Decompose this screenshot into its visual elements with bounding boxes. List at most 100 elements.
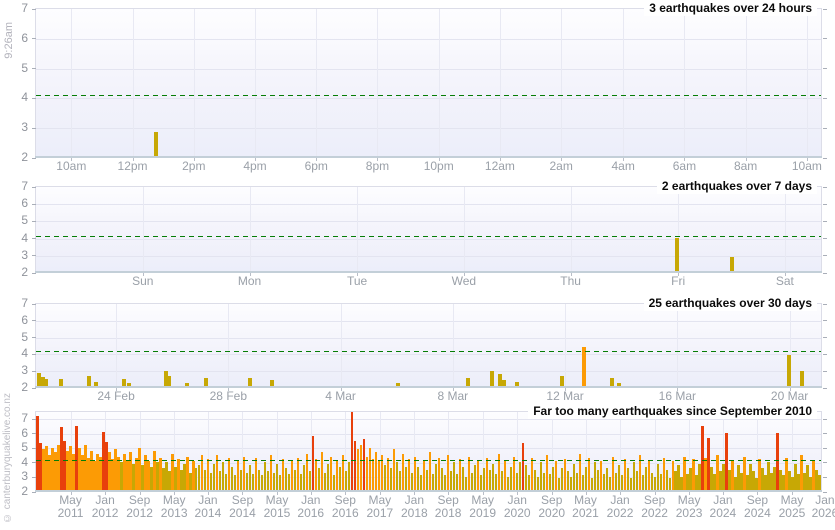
earthquake-bar[interactable] (413, 456, 417, 490)
earthquake-bar[interactable] (761, 468, 764, 490)
earthquake-bar[interactable] (629, 478, 632, 490)
earthquake-bar[interactable] (293, 469, 297, 490)
earthquake-bar[interactable] (512, 456, 516, 490)
earthquake-bar[interactable] (347, 462, 351, 490)
earthquake-bar[interactable] (234, 475, 237, 490)
earthquake-bar[interactable] (452, 462, 456, 490)
earthquake-bar[interactable] (135, 458, 138, 490)
earthquake-bar[interactable] (773, 466, 776, 490)
earthquake-bar[interactable] (488, 469, 492, 490)
earthquake-bar[interactable] (416, 466, 420, 490)
earthquake-bar[interactable] (614, 472, 617, 490)
earthquake-bar[interactable] (87, 458, 90, 490)
earthquake-bar[interactable] (159, 458, 162, 490)
earthquake-bar[interactable] (671, 460, 674, 490)
earthquake-bar[interactable] (374, 452, 378, 490)
earthquake-bar[interactable] (210, 472, 213, 490)
earthquake-bar[interactable] (653, 476, 656, 490)
earthquake-bar[interactable] (335, 460, 339, 490)
earthquake-bar[interactable] (695, 475, 698, 490)
earthquake-bar[interactable] (428, 452, 432, 490)
earthquake-bar[interactable] (111, 459, 114, 490)
earthquake-bar[interactable] (147, 460, 150, 490)
earthquake-bar[interactable] (120, 462, 123, 490)
earthquake-bar[interactable] (731, 460, 734, 490)
earthquake-bar[interactable] (51, 447, 54, 490)
earthquake-bar[interactable] (287, 474, 291, 490)
earthquake-bar[interactable] (72, 453, 75, 490)
earthquake-bar[interactable] (737, 465, 740, 490)
earthquake-bar[interactable] (419, 475, 423, 490)
earthquake-bar[interactable] (545, 455, 549, 490)
earthquake-bar[interactable] (168, 471, 171, 490)
earthquake-bar[interactable] (37, 372, 42, 386)
earthquake-bar[interactable] (590, 478, 593, 490)
earthquake-bar[interactable] (572, 463, 576, 490)
earthquake-bar[interactable] (530, 458, 534, 490)
earthquake-bar[interactable] (542, 472, 546, 490)
earthquake-bar[interactable] (81, 455, 84, 490)
earthquake-bar[interactable] (659, 474, 662, 490)
earthquake-bar[interactable] (674, 471, 677, 490)
earthquake-bar[interactable] (554, 460, 558, 490)
earthquake-bar[interactable] (126, 460, 129, 490)
earthquake-bar[interactable] (818, 475, 821, 490)
earthquake-bar[interactable] (273, 472, 276, 490)
earthquake-bar[interactable] (249, 465, 252, 490)
earthquake-bar[interactable] (320, 452, 324, 490)
earthquake-bar[interactable] (611, 456, 614, 490)
earthquake-bar[interactable] (117, 456, 120, 490)
earthquake-bar[interactable] (141, 465, 144, 490)
earthquake-bar[interactable] (500, 471, 504, 490)
earthquake-bar[interactable] (662, 458, 665, 490)
earthquake-bar[interactable] (729, 257, 734, 271)
earthquake-bar[interactable] (710, 466, 713, 490)
earthquake-bar[interactable] (506, 476, 510, 490)
earthquake-bar[interactable] (461, 466, 465, 490)
earthquake-bar[interactable] (794, 463, 797, 490)
earthquake-bar[interactable] (261, 475, 264, 490)
earthquake-bar[interactable] (63, 440, 66, 490)
earthquake-bar[interactable] (323, 472, 327, 490)
earthquake-bar[interactable] (198, 465, 201, 490)
earthquake-bar[interactable] (533, 469, 537, 490)
earthquake-bar[interactable] (264, 462, 267, 490)
earthquake-bar[interactable] (521, 443, 525, 490)
earthquake-bar[interactable] (167, 375, 172, 386)
earthquake-bar[interactable] (746, 475, 749, 490)
earthquake-bar[interactable] (383, 465, 387, 490)
earthquake-bar[interactable] (698, 463, 701, 490)
earthquake-bar[interactable] (59, 379, 64, 386)
earthquake-bar[interactable] (279, 475, 282, 490)
earthquake-bar[interactable] (392, 449, 396, 490)
earthquake-bar[interactable] (482, 468, 486, 490)
earthquake-bar[interactable] (219, 471, 222, 490)
earthquake-bar[interactable] (490, 370, 495, 386)
earthquake-bar[interactable] (154, 132, 159, 156)
earthquake-bar[interactable] (515, 381, 520, 386)
earthquake-bar[interactable] (368, 447, 372, 490)
earthquake-bar[interactable] (184, 382, 189, 386)
earthquake-bar[interactable] (680, 476, 683, 490)
earthquake-bar[interactable] (57, 444, 60, 490)
earthquake-bar[interactable] (713, 474, 716, 490)
earthquake-bar[interactable] (121, 379, 126, 386)
earthquake-bar[interactable] (539, 462, 543, 490)
earthquake-bar[interactable] (692, 459, 695, 490)
earthquake-bar[interactable] (243, 456, 246, 490)
earthquake-bar[interactable] (356, 449, 360, 490)
earthquake-bar[interactable] (740, 472, 743, 490)
earthquake-bar[interactable] (548, 474, 552, 490)
earthquake-bar[interactable] (485, 458, 489, 490)
earthquake-bar[interactable] (743, 456, 746, 490)
earthquake-bar[interactable] (491, 463, 495, 490)
earthquake-bar[interactable] (536, 476, 540, 490)
earthquake-bar[interactable] (581, 475, 584, 490)
earthquake-bar[interactable] (776, 433, 779, 490)
earthquake-bar[interactable] (284, 468, 288, 490)
earthquake-bar[interactable] (497, 453, 501, 490)
earthquake-bar[interactable] (605, 468, 608, 490)
earthquake-bar[interactable] (749, 463, 752, 490)
earthquake-bar[interactable] (123, 453, 126, 490)
earthquake-bar[interactable] (557, 478, 561, 490)
